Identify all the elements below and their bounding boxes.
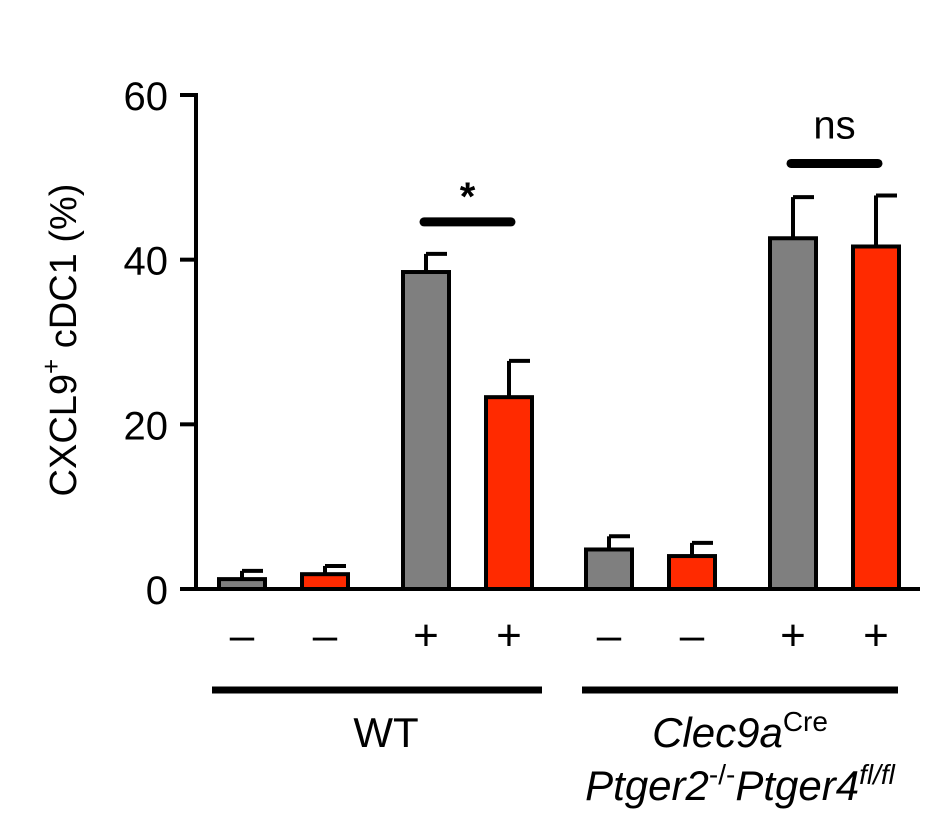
y-axis-title-main: CXCL9 (43, 374, 85, 497)
condition-label: + (496, 611, 522, 660)
y-tick-label: 60 (124, 75, 169, 119)
condition-labels: – – + + – – + + (230, 611, 889, 660)
condition-label: – (597, 611, 622, 660)
bar (217, 577, 267, 591)
bar (768, 236, 818, 591)
condition-label: – (313, 611, 338, 660)
y-tick-label: 40 (124, 240, 169, 284)
bars-layer (217, 193, 901, 591)
y-tick-label: 20 (124, 404, 169, 448)
y-ticks: 0 20 40 60 (124, 75, 196, 613)
y-axis-title: CXCL9+ cDC1 (%) (36, 184, 85, 497)
y-tick-label: 0 (146, 569, 168, 613)
condition-label: – (230, 611, 255, 660)
bar (667, 554, 717, 591)
group-label-ko-gene1-sup: Cre (783, 706, 828, 737)
condition-label: + (413, 611, 439, 660)
bar (851, 244, 901, 591)
y-axis-title-sup: + (36, 359, 66, 374)
group-label-ko-gene2-sup: -/- (709, 759, 735, 790)
group-label-ko-line1: Clec9aCre (652, 706, 828, 756)
group-label-ko-gene1: Clec9a (652, 709, 783, 756)
group-label-ko-gene2: Ptger2 (585, 762, 709, 809)
bar (401, 270, 451, 591)
group-label-wt: WT (353, 709, 418, 756)
group-label-ko-line2: Ptger2-/-Ptger4fl/fl (585, 759, 895, 809)
significance-label: ns (813, 103, 855, 147)
condition-label: + (780, 611, 806, 660)
condition-label: + (863, 611, 889, 660)
group-label-ko-gene3-sup: fl/fl (859, 759, 896, 790)
y-axis-title-rest: cDC1 (%) (43, 184, 85, 359)
bar (300, 572, 350, 591)
group-label-ko-gene3: Ptger4 (735, 762, 859, 809)
bar (584, 547, 634, 591)
condition-label: – (680, 611, 705, 660)
significance-label: * (460, 175, 476, 219)
significance-layer: * ns (419, 103, 883, 227)
bar (484, 395, 534, 591)
